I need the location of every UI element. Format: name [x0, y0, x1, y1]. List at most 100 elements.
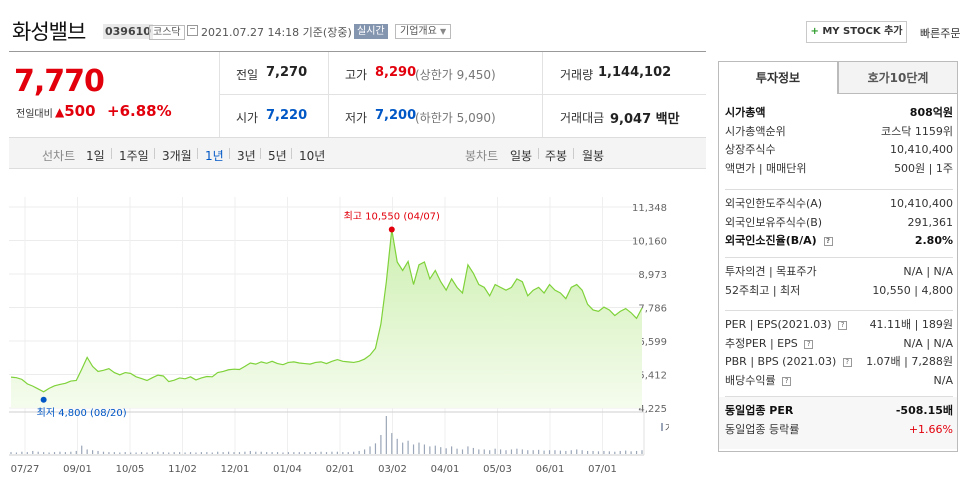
volume-bar	[162, 452, 164, 454]
info-row-label: 동일업종 등락률	[725, 422, 800, 436]
period-3y[interactable]: 3년	[237, 149, 256, 163]
high-label: 고가	[345, 68, 368, 82]
change-amount: 500	[64, 102, 96, 120]
volume-bar	[37, 451, 39, 454]
info-row-value: N/A | N/A	[903, 336, 953, 350]
amount-label: 거래대금	[560, 111, 605, 125]
info-row: 시가총액 808억원	[725, 104, 953, 122]
info-row-label: 외국인보유주식수(B)	[725, 215, 823, 229]
volume-bar	[293, 452, 295, 454]
realtime-badge[interactable]: 실시간	[354, 24, 388, 39]
period-3m[interactable]: 3개월	[162, 149, 192, 163]
volume-bar	[195, 452, 197, 454]
lower-limit: (하한가 5,090)	[415, 111, 496, 125]
info-row-value: 10,550 | 4,800	[872, 283, 953, 297]
info-row-label: 상장주식수	[725, 143, 776, 156]
volume-bar	[532, 450, 534, 454]
volume-bar	[86, 449, 88, 454]
help-icon[interactable]: ?	[823, 237, 833, 246]
plus-icon: +	[810, 26, 819, 37]
period-5y[interactable]: 5년	[268, 149, 287, 163]
company-overview-dropdown[interactable]: 기업개요 ▼	[395, 24, 452, 39]
price-chart[interactable]: 11,348 10,160 8,973 7,786 6,599 5,412 4,225 07/…	[9, 180, 669, 480]
low-value: 7,200	[375, 108, 417, 123]
volume-bar	[173, 452, 175, 454]
price-summary-box	[9, 51, 706, 138]
help-icon[interactable]: ?	[838, 321, 848, 330]
info-row-value: 10,410,400	[890, 197, 953, 210]
volume-value: 1,144,102	[598, 65, 672, 80]
volume-bar	[179, 452, 181, 454]
volume-bar	[347, 452, 349, 454]
volume-bar	[124, 452, 126, 454]
period-1w[interactable]: 1주일	[119, 149, 149, 163]
y-tick-label: 5,412	[638, 371, 667, 382]
quick-order-link[interactable]: 빠른주문	[920, 27, 961, 40]
volume-bar	[211, 452, 213, 454]
y-tick-label: 10,160	[632, 237, 667, 248]
separator	[573, 148, 574, 159]
volume-bar	[282, 452, 284, 454]
volume-bar	[184, 452, 186, 454]
y-tick-label: 7,786	[638, 304, 667, 315]
volume-bar	[140, 452, 143, 454]
info-row-label: 시가총액순위	[725, 124, 786, 138]
volume-bar	[64, 452, 66, 454]
company-overview-label: 기업개요	[400, 26, 437, 37]
info-row: 52주최고 | 최저 10,550 | 4,800	[725, 282, 953, 300]
volume-legend-swatch	[661, 423, 663, 431]
volume-bar	[271, 452, 273, 454]
help-icon[interactable]: ?	[804, 339, 814, 349]
info-row-label: 외국인한도주식수(A)	[725, 197, 823, 210]
volume-bar	[15, 452, 18, 454]
info-row: 액면가 | 매매단위 500원 | 1주	[725, 160, 953, 178]
volume-bar	[548, 450, 551, 454]
period-1d[interactable]: 1일	[86, 149, 105, 163]
period-1y[interactable]: 1년	[205, 149, 224, 163]
info-row-value: 500원 | 1주	[894, 161, 953, 175]
volume-bar	[369, 446, 371, 454]
info-row-label: 52주최고 | 최저	[725, 283, 801, 297]
candle-chart-label: 봉차트	[465, 149, 499, 163]
volume-bar	[489, 450, 491, 454]
info-row-label: PBR | BPS (2021.03) ?	[725, 353, 852, 371]
tab-investment-info[interactable]: 투자정보	[718, 61, 838, 94]
add-mystock-button[interactable]: + MY STOCK 추가	[806, 21, 907, 43]
info-row-label: 배당수익률 ?	[725, 372, 792, 390]
info-row-label: 액면가 | 매매단위	[725, 161, 807, 175]
volume-bar	[304, 452, 306, 454]
x-tick-label: 02/01	[326, 464, 355, 475]
divider	[220, 94, 706, 95]
separator	[111, 148, 112, 159]
help-icon[interactable]: ?	[782, 376, 792, 386]
volume-bar	[451, 446, 453, 454]
volume-bar	[342, 452, 344, 454]
volume-bar	[467, 446, 469, 454]
info-row: 외국인소진율(B/A) ? 2.80%	[725, 232, 953, 250]
info-row-label: 투자의견 | 목표주가	[725, 265, 817, 278]
candle-weekly[interactable]: 주봉	[545, 149, 568, 163]
info-row-value: 1.07배 | 7,288원	[866, 355, 953, 368]
volume-bar	[559, 450, 562, 454]
volume-bar	[587, 450, 589, 454]
y-tick-label: 8,973	[638, 270, 667, 281]
volume-bar	[396, 438, 398, 454]
info-row-value: 41.11배 | 189원	[869, 318, 953, 331]
tab-order-book[interactable]: 호가10단계	[838, 61, 958, 94]
volume-legend: 거래량	[665, 422, 669, 434]
volume-bar	[146, 452, 148, 454]
candle-monthly[interactable]: 월봉	[582, 149, 605, 163]
candle-daily[interactable]: 일봉	[510, 149, 533, 163]
info-row: 투자의견 | 목표주가 N/A | N/A	[725, 263, 953, 281]
volume-bar	[592, 450, 594, 454]
x-tick-label: 05/03	[483, 464, 512, 475]
separator	[229, 148, 230, 159]
period-10y[interactable]: 10년	[299, 149, 326, 163]
info-row-value: 코스닥 1159위	[881, 124, 953, 138]
volume-bar	[527, 450, 529, 454]
help-icon[interactable]: ?	[842, 358, 852, 367]
section-divider	[725, 189, 953, 190]
info-row: PER | EPS(2021.03) ? 41.11배 | 189원	[725, 316, 953, 334]
info-row: 동일업종 PER -508.15배	[725, 402, 953, 420]
volume-bar	[21, 451, 23, 454]
